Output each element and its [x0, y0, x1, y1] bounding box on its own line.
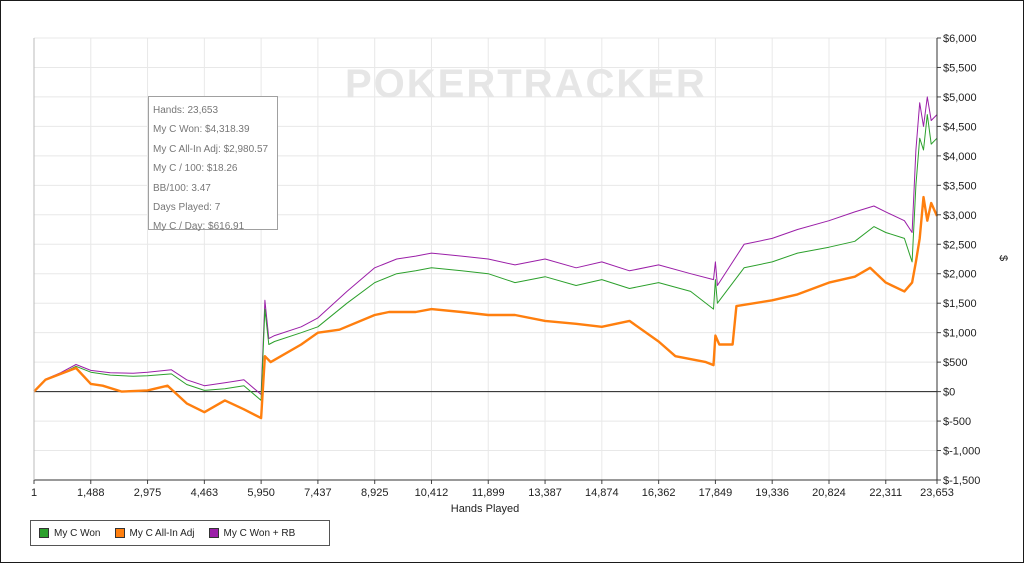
legend-swatch-icon	[39, 528, 49, 538]
series-line-my-c-won	[33, 114, 938, 401]
x-tick-label: 14,874	[585, 487, 619, 499]
series-layer	[33, 96, 939, 420]
y-tick-label: $5,000	[943, 92, 977, 104]
series-line-my-c-all-in-adj	[33, 195, 939, 420]
chart-legend: My C Won My C All-In Adj My C Won + RB	[30, 520, 330, 546]
y-tick-label: $-500	[943, 416, 971, 428]
legend-label: My C Won	[54, 527, 101, 539]
y-tick-label: $4,500	[943, 121, 977, 133]
x-tick-label: 23,653	[920, 487, 954, 499]
axis-layer: 1 1,488 2,975 4,463 5,950 7,437 8,925 10,412 11,…	[31, 33, 980, 499]
tooltip-line: BB/100: 3.47	[153, 182, 211, 194]
y-tick-label: $2,000	[943, 269, 977, 281]
x-tick-label: 7,437	[304, 487, 332, 499]
grid-layer	[33, 37, 938, 481]
hover-tooltip: Hands: 23,653 My C Won: $4,318.39 My C All…	[148, 96, 278, 232]
y-tick-label: $3,500	[943, 180, 977, 192]
y-tick-label: $-1,000	[943, 446, 980, 458]
x-tick-label: 17,849	[699, 487, 733, 499]
y-tick-label: $500	[943, 357, 967, 369]
y-tick-label: $5,500	[943, 62, 977, 74]
tooltip-line: My C Won: $4,318.39	[153, 124, 250, 136]
y-tick-label: $2,500	[943, 239, 977, 251]
legend-swatch-icon	[208, 528, 219, 538]
x-tick-label: 1	[31, 487, 37, 499]
y-tick-label: $3,000	[943, 210, 977, 222]
tooltip-line: Hands: 23,653	[153, 105, 219, 116]
y-tick-label: $6,000	[943, 33, 977, 45]
legend-item[interactable]: My C Won + RB	[208, 527, 296, 539]
tooltip-line: My C / Day: $616.91	[153, 221, 245, 233]
legend-swatch-icon	[114, 528, 125, 538]
pokertracker-watermark: POKERTRACKER	[345, 62, 707, 106]
x-tick-label: 5,950	[247, 487, 275, 499]
y-tick-label: $1,500	[943, 298, 977, 310]
x-tick-label: 8,925	[361, 487, 389, 499]
tooltip-line: My C / 100: $18.26	[153, 163, 238, 175]
legend-label: My C All-In Adj	[129, 527, 195, 539]
x-tick-label: 2,975	[134, 487, 162, 499]
y-axis-title: $	[997, 255, 1009, 261]
y-tick-label: $1,000	[943, 328, 977, 340]
y-tick-label: $4,000	[943, 151, 977, 163]
y-tick-label: $0	[943, 387, 955, 399]
x-tick-label: 16,362	[642, 487, 676, 499]
y-tick-label: $-1,500	[943, 475, 980, 487]
x-tick-label: 11,899	[472, 487, 505, 499]
x-axis-title: Hands Played	[451, 503, 520, 515]
x-tick-label: 4,463	[191, 487, 219, 499]
legend-label: My C Won + RB	[223, 527, 296, 539]
x-tick-label: 1,488	[77, 487, 105, 499]
tooltip-line: Days Played: 7	[153, 202, 221, 214]
x-tick-label: 13,387	[528, 487, 562, 499]
legend-item[interactable]: My C Won	[39, 528, 101, 539]
x-tick-label: 22,311	[869, 487, 902, 499]
series-line-my-c-won-rb	[33, 96, 938, 395]
tooltip-line: My C All-In Adj: $2,980.57	[153, 143, 269, 155]
x-tick-label: 20,824	[812, 487, 846, 499]
x-tick-label: 19,336	[755, 487, 789, 499]
legend-item[interactable]: My C All-In Adj	[114, 527, 195, 539]
x-tick-label: 10,412	[415, 487, 449, 499]
